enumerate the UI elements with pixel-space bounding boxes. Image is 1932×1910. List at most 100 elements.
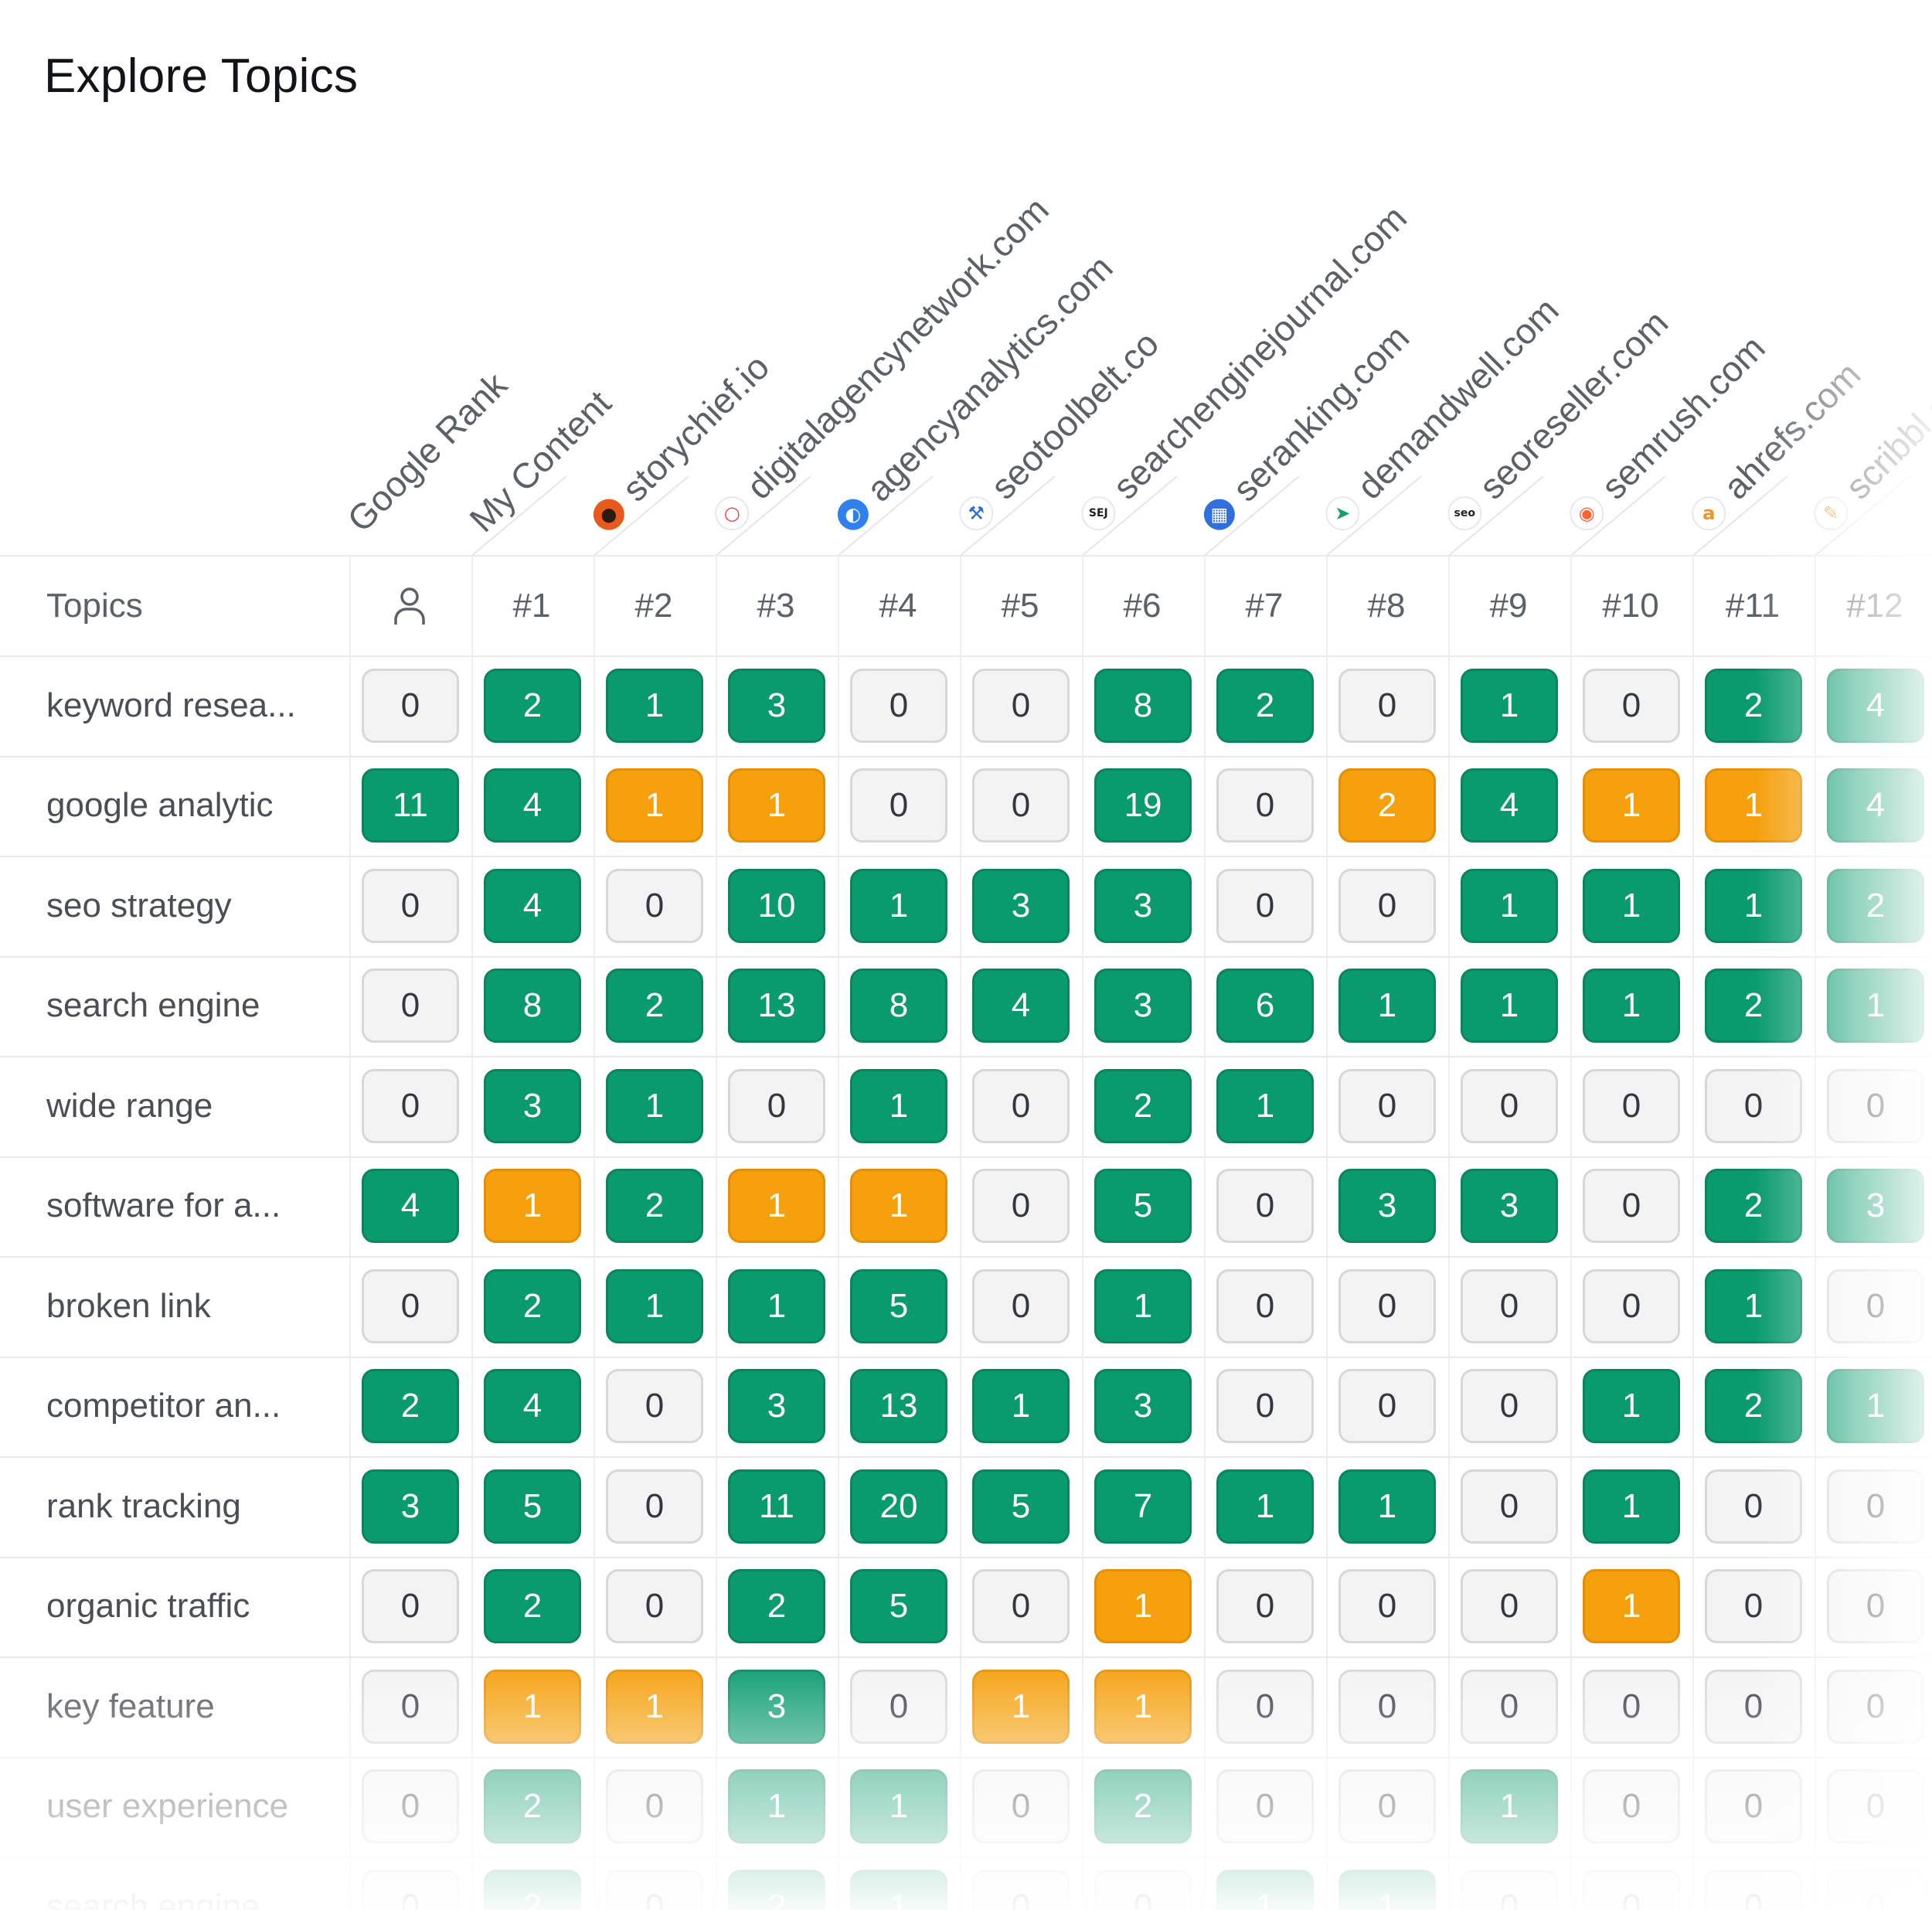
count-cell[interactable]: 0: [972, 1068, 1070, 1143]
topic-label[interactable]: organic traffic: [46, 1587, 250, 1626]
count-cell[interactable]: 11: [362, 768, 459, 843]
count-cell[interactable]: 1: [1583, 1569, 1680, 1644]
count-cell[interactable]: 1: [1583, 1469, 1680, 1544]
count-cell[interactable]: 2: [484, 1769, 581, 1844]
count-cell[interactable]: 2: [1705, 1369, 1802, 1444]
count-cell[interactable]: 13: [728, 969, 825, 1044]
count-cell[interactable]: 3: [1094, 1369, 1192, 1444]
count-cell[interactable]: 5: [484, 1469, 581, 1544]
count-cell[interactable]: 0: [1338, 1569, 1436, 1644]
count-cell[interactable]: 2: [484, 1569, 581, 1644]
count-cell[interactable]: 0: [1338, 868, 1436, 943]
count-cell[interactable]: 0: [606, 1469, 703, 1544]
count-cell[interactable]: 2: [1827, 868, 1924, 943]
count-cell[interactable]: 1: [1583, 1369, 1680, 1444]
count-cell[interactable]: 5: [850, 1569, 947, 1644]
count-cell[interactable]: 0: [850, 768, 947, 843]
count-cell[interactable]: 1: [606, 1268, 703, 1343]
count-cell[interactable]: 0: [362, 1268, 459, 1343]
count-cell[interactable]: 5: [850, 1268, 947, 1343]
count-cell[interactable]: 0: [850, 668, 947, 743]
count-cell[interactable]: 0: [1338, 668, 1436, 743]
count-cell[interactable]: 0: [1216, 1569, 1314, 1644]
count-cell[interactable]: 0: [362, 868, 459, 943]
count-cell[interactable]: 0: [1827, 1769, 1924, 1844]
count-cell[interactable]: 0: [1338, 1268, 1436, 1343]
count-cell[interactable]: 0: [1583, 1268, 1680, 1343]
count-cell[interactable]: 0: [1705, 1669, 1802, 1744]
count-cell[interactable]: 2: [728, 1569, 825, 1644]
count-cell[interactable]: 0: [1583, 668, 1680, 743]
count-cell[interactable]: 20: [850, 1469, 947, 1544]
count-cell[interactable]: 0: [606, 1369, 703, 1444]
count-cell[interactable]: 1: [606, 1068, 703, 1143]
topic-label[interactable]: broken link: [46, 1286, 211, 1325]
count-cell[interactable]: 1: [1827, 969, 1924, 1044]
count-cell[interactable]: 0: [1461, 1469, 1558, 1544]
count-cell[interactable]: 1: [1094, 1569, 1192, 1644]
count-cell[interactable]: 1: [606, 1669, 703, 1744]
count-cell[interactable]: 4: [484, 868, 581, 943]
count-cell[interactable]: 1: [1216, 1068, 1314, 1143]
count-cell[interactable]: 1: [850, 1769, 947, 1844]
count-cell[interactable]: 1: [728, 768, 825, 843]
count-cell[interactable]: 0: [1216, 1268, 1314, 1343]
count-cell[interactable]: 5: [1094, 1169, 1192, 1244]
count-cell[interactable]: 0: [1827, 1869, 1924, 1910]
count-cell[interactable]: 2: [484, 668, 581, 743]
topic-label[interactable]: rank tracking: [46, 1486, 241, 1525]
count-cell[interactable]: 0: [972, 1869, 1070, 1910]
count-cell[interactable]: 3: [1827, 1169, 1924, 1244]
count-cell[interactable]: 13: [850, 1369, 947, 1444]
count-cell[interactable]: 1: [1827, 1369, 1924, 1444]
count-cell[interactable]: 3: [728, 1369, 825, 1444]
count-cell[interactable]: 0: [1216, 868, 1314, 943]
count-cell[interactable]: 0: [1216, 1169, 1314, 1244]
count-cell[interactable]: 6: [1216, 969, 1314, 1044]
count-cell[interactable]: 0: [1827, 1669, 1924, 1744]
count-cell[interactable]: 0: [1338, 1769, 1436, 1844]
count-cell[interactable]: 2: [728, 1869, 825, 1910]
count-cell[interactable]: 0: [1338, 1669, 1436, 1744]
count-cell[interactable]: 8: [850, 969, 947, 1044]
count-cell[interactable]: 0: [972, 1569, 1070, 1644]
count-cell[interactable]: 3: [484, 1068, 581, 1143]
count-cell[interactable]: 10: [728, 868, 825, 943]
count-cell[interactable]: 0: [972, 1169, 1070, 1244]
topic-label[interactable]: key feature: [46, 1687, 215, 1725]
count-cell[interactable]: 11: [728, 1469, 825, 1544]
topic-label[interactable]: keyword resea...: [46, 686, 296, 724]
count-cell[interactable]: 1: [1583, 868, 1680, 943]
count-cell[interactable]: 7: [1094, 1469, 1192, 1544]
count-cell[interactable]: 4: [362, 1169, 459, 1244]
count-cell[interactable]: 1: [606, 668, 703, 743]
count-cell[interactable]: 0: [1583, 1068, 1680, 1143]
count-cell[interactable]: 1: [1705, 1268, 1802, 1343]
count-cell[interactable]: 2: [1094, 1068, 1192, 1143]
count-cell[interactable]: 1: [484, 1669, 581, 1744]
count-cell[interactable]: 1: [1094, 1669, 1192, 1744]
count-cell[interactable]: 4: [972, 969, 1070, 1044]
count-cell[interactable]: 4: [1461, 768, 1558, 843]
count-cell[interactable]: 0: [362, 1869, 459, 1910]
count-cell[interactable]: 1: [1583, 768, 1680, 843]
count-cell[interactable]: 4: [1827, 668, 1924, 743]
count-cell[interactable]: 4: [484, 768, 581, 843]
count-cell[interactable]: 1: [1705, 868, 1802, 943]
count-cell[interactable]: 1: [1338, 1869, 1436, 1910]
topic-label[interactable]: search engine ...: [46, 1887, 298, 1910]
count-cell[interactable]: 0: [1827, 1469, 1924, 1544]
count-cell[interactable]: 1: [972, 1669, 1070, 1744]
count-cell[interactable]: 1: [1094, 1268, 1192, 1343]
count-cell[interactable]: 1: [1338, 1469, 1436, 1544]
count-cell[interactable]: 0: [606, 1569, 703, 1644]
count-cell[interactable]: 19: [1094, 768, 1192, 843]
count-cell[interactable]: 1: [850, 1169, 947, 1244]
count-cell[interactable]: 0: [1705, 1068, 1802, 1143]
count-cell[interactable]: 0: [362, 1068, 459, 1143]
count-cell[interactable]: 0: [1461, 1569, 1558, 1644]
count-cell[interactable]: 0: [1583, 1869, 1680, 1910]
count-cell[interactable]: 0: [1461, 1369, 1558, 1444]
count-cell[interactable]: 3: [1094, 969, 1192, 1044]
count-cell[interactable]: 1: [1461, 1769, 1558, 1844]
